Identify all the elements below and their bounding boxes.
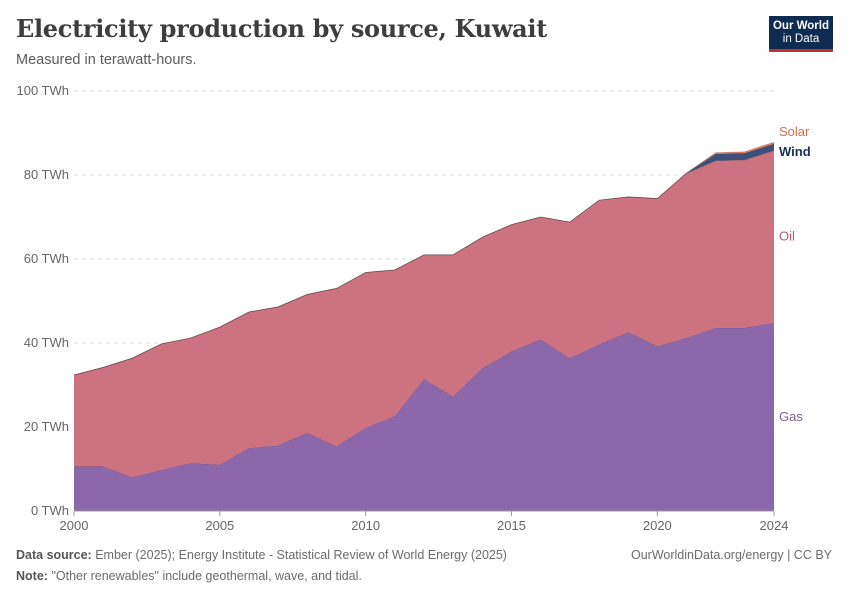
area-edge-solar bbox=[73, 141, 775, 376]
source-label: Data source: bbox=[16, 548, 92, 562]
series-label-oil: Oil bbox=[779, 229, 795, 244]
y-tick-label-40: 40 TWh bbox=[24, 335, 69, 350]
note-label: Note: bbox=[16, 569, 48, 583]
y-tick-label-20: 20 TWh bbox=[24, 419, 69, 434]
y-tick-label-80: 80 TWh bbox=[24, 167, 69, 182]
source-line: Data source: Ember (2025); Energy Instit… bbox=[16, 548, 507, 562]
note-line: Note: "Other renewables" include geother… bbox=[16, 569, 362, 583]
x-tick-label-2024: 2024 bbox=[760, 518, 789, 533]
chart-subtitle: Measured in terawatt-hours. bbox=[16, 52, 197, 68]
x-tick-label-2015: 2015 bbox=[497, 518, 526, 533]
source-text: Ember (2025); Energy Institute - Statist… bbox=[95, 548, 507, 562]
y-axis: 0 TWh 20 TWh 40 TWh 60 TWh 80 TWh 100 TWh bbox=[16, 83, 69, 518]
y-tick-label-0: 0 TWh bbox=[31, 503, 69, 518]
logo-line-1: Our World bbox=[772, 20, 829, 32]
x-tick-label-2000: 2000 bbox=[60, 518, 89, 533]
x-tick-label-2020: 2020 bbox=[643, 518, 672, 533]
series-label-gas: Gas bbox=[779, 409, 803, 424]
credit-link[interactable]: OurWorldinData.org/energy | CC BY bbox=[630, 548, 832, 562]
note-text: "Other renewables" include geothermal, w… bbox=[51, 569, 362, 583]
owid-logo[interactable]: Our World in Data bbox=[769, 16, 833, 52]
series-labels: Gas Oil Wind Solar bbox=[779, 124, 811, 424]
chart-title: Electricity production by source, Kuwait bbox=[16, 14, 548, 43]
x-tick-label-2010: 2010 bbox=[351, 518, 380, 533]
y-tick-label-60: 60 TWh bbox=[24, 251, 69, 266]
area-gas bbox=[74, 322, 774, 511]
x-axis: 2000 2005 2010 2015 2020 2024 bbox=[60, 510, 789, 533]
area-series bbox=[73, 141, 775, 511]
area-oil bbox=[74, 150, 774, 478]
series-label-wind: Wind bbox=[779, 144, 811, 159]
x-tick-label-2005: 2005 bbox=[205, 518, 234, 533]
logo-line-2: in Data bbox=[782, 33, 820, 45]
y-tick-label-100: 100 TWh bbox=[16, 83, 69, 98]
series-label-solar: Solar bbox=[779, 124, 810, 139]
